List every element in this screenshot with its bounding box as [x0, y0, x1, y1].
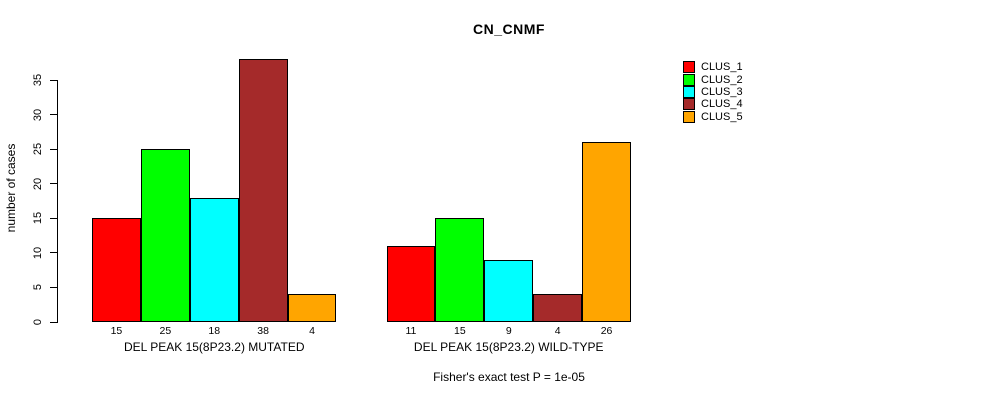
- bar-value-label: 4: [554, 325, 561, 337]
- bar-value-label: 38: [257, 325, 269, 337]
- bar-clus_2-group1: [140, 149, 190, 322]
- bar-value-label: 9: [505, 325, 512, 337]
- bar-clus_5-group1: [287, 294, 337, 322]
- y-tick-mark: [50, 79, 57, 81]
- chart-title: CN_CNMF: [473, 21, 545, 37]
- y-tick-mark: [50, 183, 57, 185]
- legend-row-clus_1: CLUS_1: [683, 61, 743, 74]
- legend-row-clus_5: CLUS_5: [683, 110, 743, 123]
- legend-label: CLUS_5: [701, 110, 743, 123]
- y-tick-mark: [50, 321, 57, 323]
- legend-row-clus_2: CLUS_2: [683, 73, 743, 86]
- bar-clus_1-group2: [386, 245, 436, 322]
- y-tick-mark: [50, 217, 57, 219]
- legend-row-clus_3: CLUS_3: [683, 85, 743, 98]
- legend-swatch-icon: [683, 85, 695, 98]
- legend-label: CLUS_1: [701, 61, 743, 74]
- legend-label: CLUS_2: [701, 73, 743, 86]
- bar-clus_2-group2: [435, 218, 485, 322]
- legend-swatch-icon: [683, 110, 695, 123]
- bar-clus_4-group1: [238, 59, 288, 322]
- bar-value-label: 25: [159, 325, 172, 337]
- group-label-1: DEL PEAK 15(8P23.2) MUTATED: [123, 340, 305, 354]
- legend-swatch-icon: [683, 73, 695, 86]
- bar-value-label: 15: [110, 325, 123, 337]
- legend: CLUS_1 CLUS_2 CLUS_3 CLUS_4 CLUS_5: [683, 61, 743, 123]
- bar-value-label: 26: [600, 325, 613, 337]
- y-tick-mark: [50, 114, 57, 116]
- y-axis-line: [57, 80, 58, 323]
- legend-label: CLUS_4: [701, 98, 743, 111]
- legend-swatch-icon: [683, 98, 695, 111]
- footnote-fisher-test: Fisher's exact test P = 1e-05: [433, 370, 585, 384]
- bar-clus_3-group1: [189, 197, 239, 322]
- bar-value-label: 15: [453, 325, 466, 337]
- group-label-2: DEL PEAK 15(8P23.2) WILD-TYPE: [413, 340, 604, 354]
- bar-value-label: 11: [405, 325, 417, 337]
- bar-value-label: 4: [309, 325, 315, 337]
- bar-clus_1-group1: [92, 218, 141, 322]
- y-axis-label: number of cases: [4, 143, 18, 233]
- y-tick-mark: [50, 286, 57, 288]
- legend-label: CLUS_3: [701, 85, 743, 98]
- bar-value-label: 18: [208, 325, 221, 337]
- bar-clus_3-group2: [484, 259, 534, 322]
- legend-row-clus_4: CLUS_4: [683, 98, 743, 111]
- y-tick-mark: [50, 252, 57, 254]
- bar-clus_5-group2: [582, 142, 631, 322]
- y-tick-mark: [50, 148, 57, 150]
- bar-clus_4-group2: [533, 294, 583, 322]
- legend-swatch-icon: [683, 61, 695, 74]
